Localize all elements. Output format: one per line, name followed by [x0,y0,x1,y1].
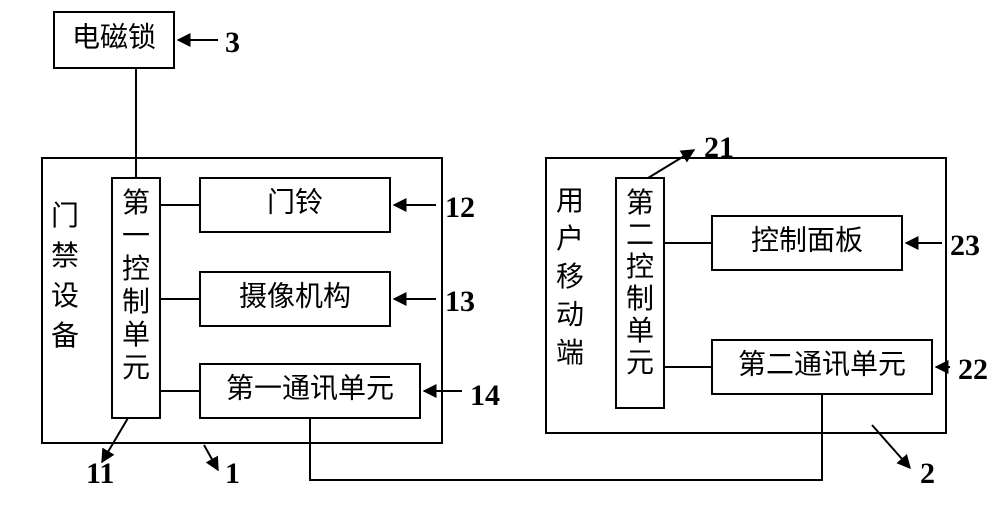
left-frame-title: 门禁设备 [51,200,79,352]
lock-num: 3 [225,26,240,59]
camera-label: 摄像机构 [239,280,351,312]
ctrl1-arrow [102,418,128,462]
lock-label: 电磁锁 [72,21,156,53]
comm1-num: 14 [470,379,500,412]
ctrl2-arrow [648,150,694,178]
doorbell-num: 12 [445,191,475,224]
block-diagram: 电磁锁3门禁设备1用户移动端2第一控制单元11门铃12摄像机构13第一通讯单元1… [0,0,1000,513]
doorbell-label: 门铃 [267,186,323,218]
ctrl2-num: 21 [704,131,734,164]
comm1-label: 第一通讯单元 [226,372,394,404]
comm2-label: 第二通讯单元 [738,348,906,380]
right-frame-arrow [872,425,910,468]
panel-num: 23 [950,229,980,262]
left-frame-arrow [204,445,218,470]
camera-num: 13 [445,285,475,318]
comm2-num: 22 [958,353,988,386]
right-frame-num: 2 [920,457,935,490]
panel-label: 控制面板 [751,224,863,256]
left-frame-num: 1 [225,457,240,490]
right-frame-title: 用户移动端 [556,186,584,369]
ctrl1-num: 11 [86,457,114,490]
